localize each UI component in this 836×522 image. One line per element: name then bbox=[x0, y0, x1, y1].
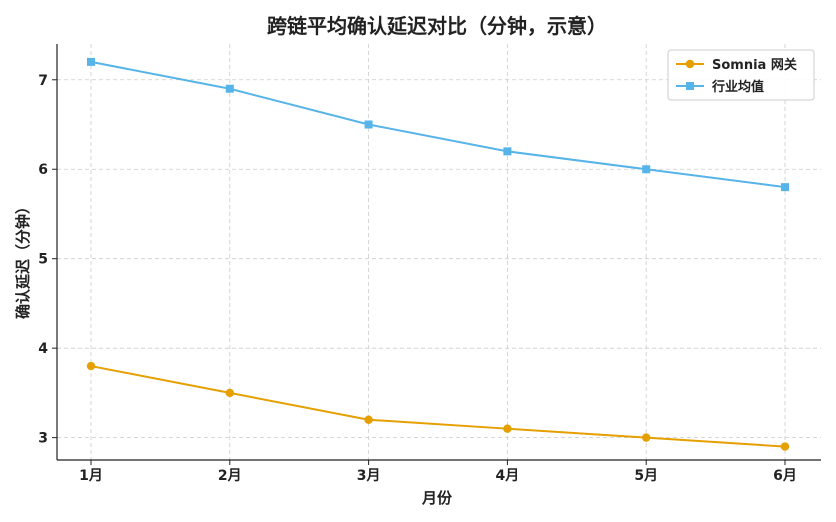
y-tick-label: 4 bbox=[38, 341, 48, 357]
x-tick-label: 4月 bbox=[496, 468, 520, 484]
legend-marker-1 bbox=[685, 59, 695, 69]
series-line-2 bbox=[90, 60, 786, 189]
series-1-point bbox=[364, 415, 373, 424]
x-tick-label: 3月 bbox=[357, 468, 381, 484]
series-2-point bbox=[225, 84, 234, 93]
grid-lines bbox=[57, 44, 821, 460]
x-tick-label: 6月 bbox=[773, 468, 797, 484]
series-group bbox=[86, 57, 790, 451]
series-2-point bbox=[642, 165, 651, 174]
chart-title: 跨链平均确认延迟对比（分钟，示意） bbox=[267, 14, 607, 38]
series-1-point bbox=[642, 433, 651, 442]
y-tick-label: 5 bbox=[38, 252, 48, 268]
series-line-1 bbox=[90, 365, 786, 448]
y-tick-label: 3 bbox=[38, 431, 48, 447]
axes bbox=[52, 44, 821, 465]
x-axis-label: 月份 bbox=[421, 489, 453, 507]
series-1-point bbox=[503, 424, 512, 433]
x-tick-label: 2月 bbox=[218, 468, 242, 484]
tick-labels: 1月 2月 3月 4月 5月 6月 3 4 5 6 7 bbox=[38, 73, 797, 484]
series-2-point bbox=[503, 147, 512, 156]
legend-label-2: 行业均值 bbox=[711, 79, 764, 95]
series-2-point bbox=[364, 120, 373, 129]
legend-box bbox=[667, 49, 815, 101]
x-tick-label: 5月 bbox=[634, 468, 658, 484]
series-2-point bbox=[781, 183, 789, 192]
y-tick-label: 7 bbox=[38, 73, 48, 89]
series-1-point bbox=[780, 442, 790, 451]
x-tick-label: 1月 bbox=[79, 468, 103, 484]
series-1-point bbox=[225, 388, 234, 398]
y-axis-label: 确认延迟（分钟） bbox=[14, 199, 32, 319]
legend-marker-2 bbox=[686, 82, 694, 90]
y-tick-label: 6 bbox=[38, 162, 48, 178]
series-1-point bbox=[86, 361, 96, 371]
legend-label-1: Somnia 网关 bbox=[712, 57, 797, 73]
series-2-point bbox=[87, 57, 95, 66]
